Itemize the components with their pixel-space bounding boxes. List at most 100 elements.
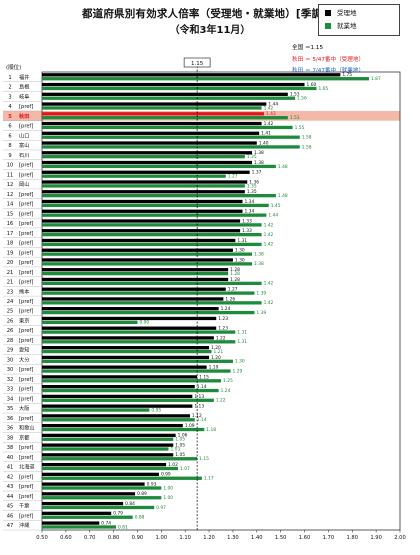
bar-shugyo	[42, 427, 205, 432]
bar-shugyo	[42, 359, 233, 363]
rank-label: 21	[7, 270, 14, 276]
bar-shugyo	[42, 310, 255, 315]
value-label-shugyo: 1.00	[163, 495, 173, 501]
pref-label: 大阪	[19, 404, 29, 412]
rank-label: 38	[7, 435, 14, 441]
bar-uketori	[42, 365, 207, 369]
bar-shugyo	[42, 213, 267, 217]
value-label-shugyo: 1.17	[204, 476, 214, 482]
pref-label: 北海道	[19, 463, 35, 471]
value-label-shugyo: 1.44	[268, 213, 278, 219]
value-label-shugyo: 1.24	[221, 388, 231, 394]
value-label-shugyo: 1.25	[223, 378, 233, 384]
rank-label: 24	[7, 299, 14, 305]
bar-shugyo	[42, 369, 231, 373]
value-label-uketori: 1.33	[242, 228, 252, 234]
x-tick-label: 2.00	[394, 535, 406, 541]
value-label-shugyo: 1.30	[235, 359, 245, 365]
bar-shugyo	[42, 262, 253, 266]
x-tick-label: 1.60	[299, 535, 311, 541]
pref-label: [pref]	[19, 299, 33, 305]
rank-label: 35	[7, 406, 14, 412]
bar-shugyo	[42, 525, 116, 529]
pref-label: [pref]	[19, 221, 33, 227]
value-label-shugyo: 1.22	[216, 398, 226, 404]
bar-uketori	[42, 433, 176, 438]
bar-shugyo	[42, 281, 262, 286]
legend-label-uketori: 受理地	[337, 9, 357, 17]
x-tick-label: 0.60	[60, 535, 72, 541]
value-label-uketori: 0.93	[147, 481, 157, 487]
bar-shugyo	[42, 301, 262, 305]
value-label-uketori: 1.13	[194, 404, 204, 410]
bar-uketori	[42, 307, 219, 311]
value-label-shugyo: 1.42	[264, 242, 274, 248]
rank-label: 44	[7, 494, 14, 500]
value-label-uketori: 1.19	[209, 365, 219, 371]
bar-uketori	[42, 472, 159, 477]
x-tick-label: 0.90	[132, 535, 144, 541]
value-label-shugyo: 1.38	[254, 261, 264, 267]
pref-label: [pref]	[19, 328, 33, 334]
bar-shugyo	[42, 457, 198, 461]
pref-label: [pref]	[19, 270, 33, 276]
pref-label: 石川	[19, 152, 29, 159]
bar-uketori	[42, 268, 229, 272]
value-label-uketori: 1.02	[168, 462, 178, 468]
legend-swatch-shugyo	[325, 23, 331, 29]
bar-shugyo	[42, 418, 195, 422]
bar-uketori	[42, 199, 243, 204]
bar-uketori	[42, 316, 217, 321]
reference-box	[183, 57, 211, 68]
pref-label: [pref]	[19, 163, 33, 169]
value-label-shugyo: 1.56	[297, 96, 307, 102]
value-label-shugyo: 1.38	[254, 251, 264, 257]
pref-label: [pref]	[19, 309, 33, 315]
bar-uketori	[42, 180, 248, 184]
pref-label: [pref]	[19, 494, 33, 500]
value-label-shugyo: 1.05	[175, 437, 185, 443]
bar-shugyo	[42, 408, 150, 412]
legend-label-shugyo: 就業地	[337, 22, 357, 30]
value-label-shugyo: 1.87	[371, 76, 381, 82]
value-label-uketori: 1.37	[252, 170, 262, 176]
pref-label: 和歌山	[19, 424, 35, 432]
pref-label: 愛知	[19, 346, 29, 354]
rank-label: 12	[7, 182, 14, 188]
value-label-uketori: 0.89	[137, 491, 147, 497]
value-label-uketori: 1.22	[216, 335, 226, 341]
x-tick-label: 0.50	[36, 535, 48, 541]
rank-label: 12	[7, 192, 14, 198]
value-label-shugyo: 1.31	[237, 339, 247, 345]
value-label-uketori: 1.34	[244, 209, 254, 215]
value-label-shugyo: 1.42	[264, 105, 274, 111]
bar-shugyo	[42, 349, 212, 354]
value-label-shugyo: 1.14	[197, 417, 207, 423]
value-label-uketori: 1.35	[247, 189, 257, 195]
bar-shugyo	[42, 476, 202, 480]
pref-label: 熊本	[19, 287, 29, 295]
value-label-uketori: 1.13	[194, 394, 204, 400]
bar-shugyo	[42, 155, 245, 159]
bar-shugyo	[42, 184, 245, 188]
value-label-shugyo: 1.07	[180, 466, 190, 472]
bar-uketori	[42, 229, 241, 233]
bar-uketori	[42, 277, 229, 282]
rank-label: 3	[8, 94, 11, 100]
pref-label: 福井	[19, 73, 29, 81]
bar-uketori	[42, 346, 210, 350]
value-label-uketori: 0.84	[125, 501, 135, 507]
bar-uketori	[42, 73, 341, 77]
rank-label: 10	[7, 163, 14, 169]
rank-label: 32	[7, 377, 14, 383]
bar-shugyo	[42, 437, 174, 441]
value-label-shugyo: 1.27	[228, 174, 238, 180]
value-label-uketori: 1.26	[225, 296, 235, 302]
x-tick-label: 1.50	[275, 535, 287, 541]
value-label-uketori: 1.09	[185, 423, 195, 429]
value-label-shugyo: 1.39	[256, 310, 266, 316]
rank-header: (順位)	[6, 63, 21, 71]
pref-label: [pref]	[19, 474, 33, 480]
legend-item-shugyo: 就業地	[325, 21, 357, 31]
bar-shugyo	[42, 223, 262, 227]
